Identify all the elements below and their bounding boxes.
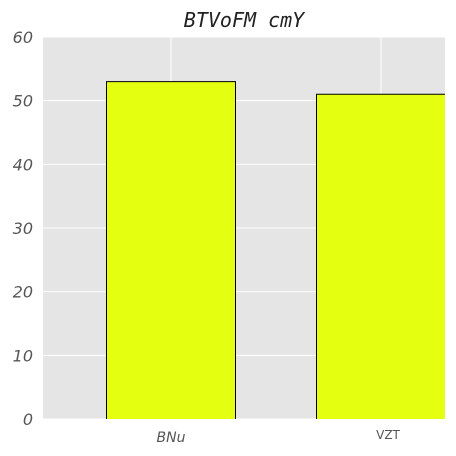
bar-VZT <box>316 93 445 420</box>
bar-BNu <box>106 81 236 420</box>
y-tick-label: 30 <box>13 219 33 238</box>
y-tick-label: 0 <box>23 410 33 429</box>
chart-title: BTVoFM cmY <box>184 8 306 32</box>
y-tick-label: 50 <box>13 92 33 111</box>
bar-fill <box>106 81 236 420</box>
bars <box>106 81 445 420</box>
x-axis-ticks: BNu VZT <box>157 428 401 446</box>
bar-edge <box>106 81 236 419</box>
y-tick-label: 60 <box>13 28 33 47</box>
y-tick-label: 10 <box>13 346 33 365</box>
x-tick-label: BNu <box>157 430 186 446</box>
bar-edge <box>316 93 445 419</box>
x-tick-label: VZT <box>376 428 400 442</box>
y-axis-ticks: 0 10 20 30 40 50 60 <box>13 28 33 429</box>
y-tick-label: 20 <box>13 283 33 302</box>
bar-fill <box>316 94 445 420</box>
y-tick-label: 40 <box>13 155 33 174</box>
